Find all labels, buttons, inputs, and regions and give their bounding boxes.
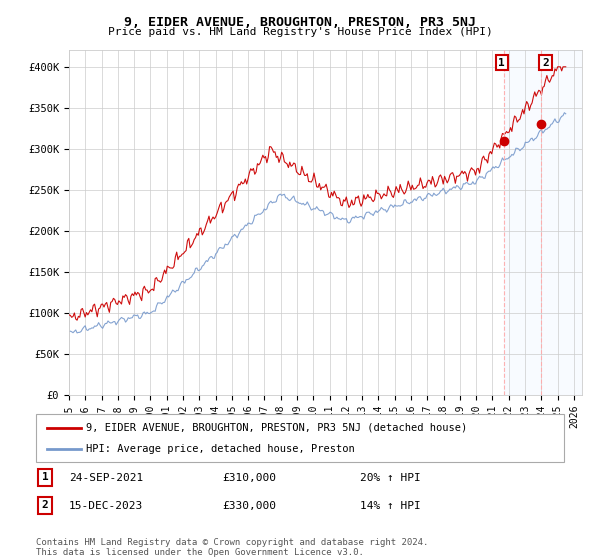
Text: £330,000: £330,000 (222, 501, 276, 511)
Text: HPI: Average price, detached house, Preston: HPI: Average price, detached house, Pres… (86, 444, 355, 454)
Text: Price paid vs. HM Land Registry's House Price Index (HPI): Price paid vs. HM Land Registry's House … (107, 27, 493, 37)
Text: 14% ↑ HPI: 14% ↑ HPI (360, 501, 421, 511)
Text: Contains HM Land Registry data © Crown copyright and database right 2024.
This d: Contains HM Land Registry data © Crown c… (36, 538, 428, 557)
Text: 9, EIDER AVENUE, BROUGHTON, PRESTON, PR3 5NJ: 9, EIDER AVENUE, BROUGHTON, PRESTON, PR3… (124, 16, 476, 29)
FancyBboxPatch shape (36, 414, 564, 462)
Text: 2: 2 (41, 501, 49, 510)
Text: 2: 2 (542, 58, 549, 68)
Text: £310,000: £310,000 (222, 473, 276, 483)
Text: 20% ↑ HPI: 20% ↑ HPI (360, 473, 421, 483)
Text: 1: 1 (41, 473, 49, 482)
Text: 1: 1 (499, 58, 505, 68)
Text: 15-DEC-2023: 15-DEC-2023 (69, 501, 143, 511)
Text: 9, EIDER AVENUE, BROUGHTON, PRESTON, PR3 5NJ (detached house): 9, EIDER AVENUE, BROUGHTON, PRESTON, PR3… (86, 423, 467, 433)
Bar (505, 50, 582, 395)
Text: 24-SEP-2021: 24-SEP-2021 (69, 473, 143, 483)
